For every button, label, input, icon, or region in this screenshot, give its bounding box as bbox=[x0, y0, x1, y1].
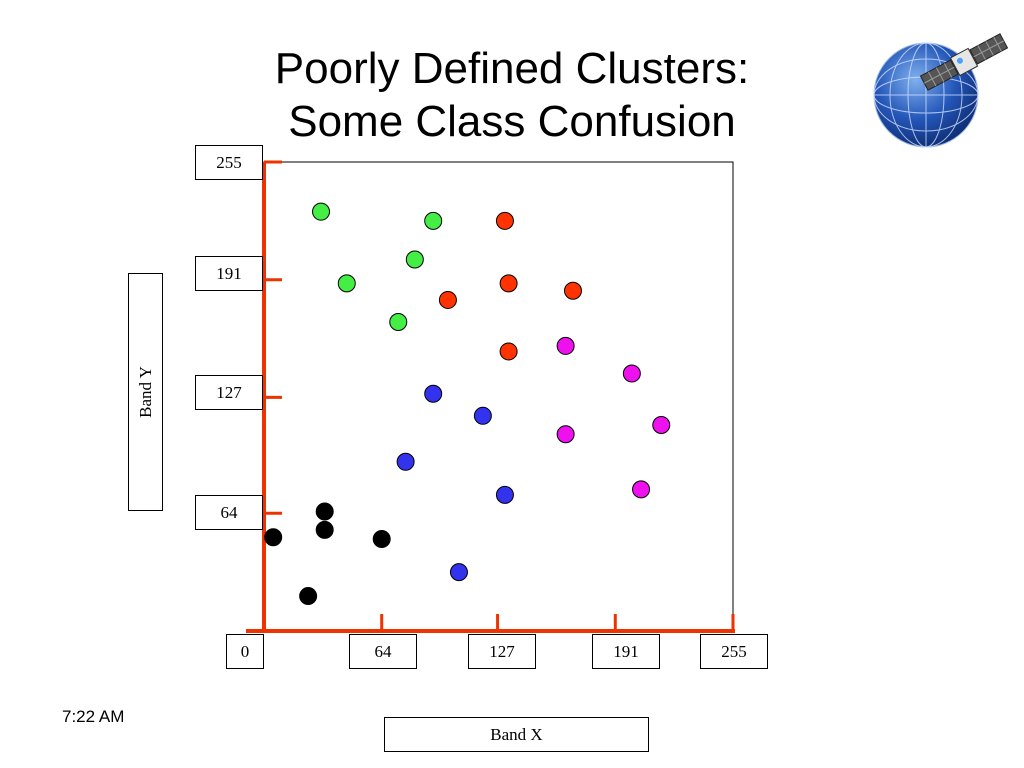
data-point bbox=[372, 530, 391, 549]
x-tick-label-0: 0 bbox=[240, 641, 250, 661]
y-tick-191-box: 191 bbox=[195, 256, 263, 291]
x-tick-label-191: 191 bbox=[613, 641, 639, 661]
title-line-2: Some Class Confusion bbox=[288, 97, 736, 146]
x-tick-191-box: 191 bbox=[592, 634, 660, 669]
data-point bbox=[337, 274, 356, 293]
data-point bbox=[396, 452, 415, 471]
data-point bbox=[424, 211, 443, 230]
satellite-globe-icon bbox=[873, 33, 1009, 148]
x-tick-label-64: 64 bbox=[374, 641, 392, 661]
data-point bbox=[556, 425, 575, 444]
data-point bbox=[449, 563, 468, 582]
y-tick-64-box: 64 bbox=[195, 495, 263, 530]
data-point bbox=[315, 502, 334, 521]
y-axis-label-box: Band Y bbox=[128, 273, 163, 511]
data-point bbox=[405, 250, 424, 269]
y-tick-label-127: 127 bbox=[216, 382, 242, 402]
x-tick-127-box: 127 bbox=[468, 634, 536, 669]
y-tick-label-64: 64 bbox=[220, 502, 238, 522]
x-axis-label-box: Band X bbox=[384, 717, 649, 752]
data-point bbox=[495, 485, 514, 504]
data-point bbox=[622, 364, 641, 383]
data-point bbox=[389, 313, 408, 332]
data-point bbox=[264, 528, 283, 547]
y-tick-127-box: 127 bbox=[195, 375, 263, 410]
data-point bbox=[652, 416, 671, 435]
title-line-1: Poorly Defined Clusters: bbox=[274, 44, 750, 93]
data-point bbox=[495, 211, 514, 230]
y-tick-255-box: 255 bbox=[195, 145, 263, 180]
data-point bbox=[312, 202, 331, 221]
data-point bbox=[438, 290, 457, 309]
y-axis-label: Band Y bbox=[135, 366, 155, 418]
data-point bbox=[563, 281, 582, 300]
data-point bbox=[556, 336, 575, 355]
data-point bbox=[315, 520, 334, 539]
data-point bbox=[632, 480, 651, 499]
data-point bbox=[499, 342, 518, 361]
y-tick-label-255: 255 bbox=[216, 152, 242, 172]
x-tick-label-127: 127 bbox=[489, 641, 515, 661]
x-tick-label-255: 255 bbox=[721, 641, 747, 661]
data-point bbox=[424, 384, 443, 403]
data-point bbox=[499, 274, 518, 293]
slide-title: Poorly Defined Clusters: Some Class Conf… bbox=[200, 42, 824, 148]
data-point bbox=[299, 587, 318, 606]
plot-frame bbox=[263, 161, 734, 632]
data-point bbox=[473, 406, 492, 425]
slide-timestamp: 7:22 AM bbox=[62, 707, 125, 726]
x-axis-label: Band X bbox=[490, 724, 543, 744]
x-tick-255-box: 255 bbox=[700, 634, 768, 669]
x-tick-64-box: 64 bbox=[349, 634, 417, 669]
y-tick-label-191: 191 bbox=[216, 263, 242, 283]
x-tick-0-box: 0 bbox=[226, 634, 264, 669]
